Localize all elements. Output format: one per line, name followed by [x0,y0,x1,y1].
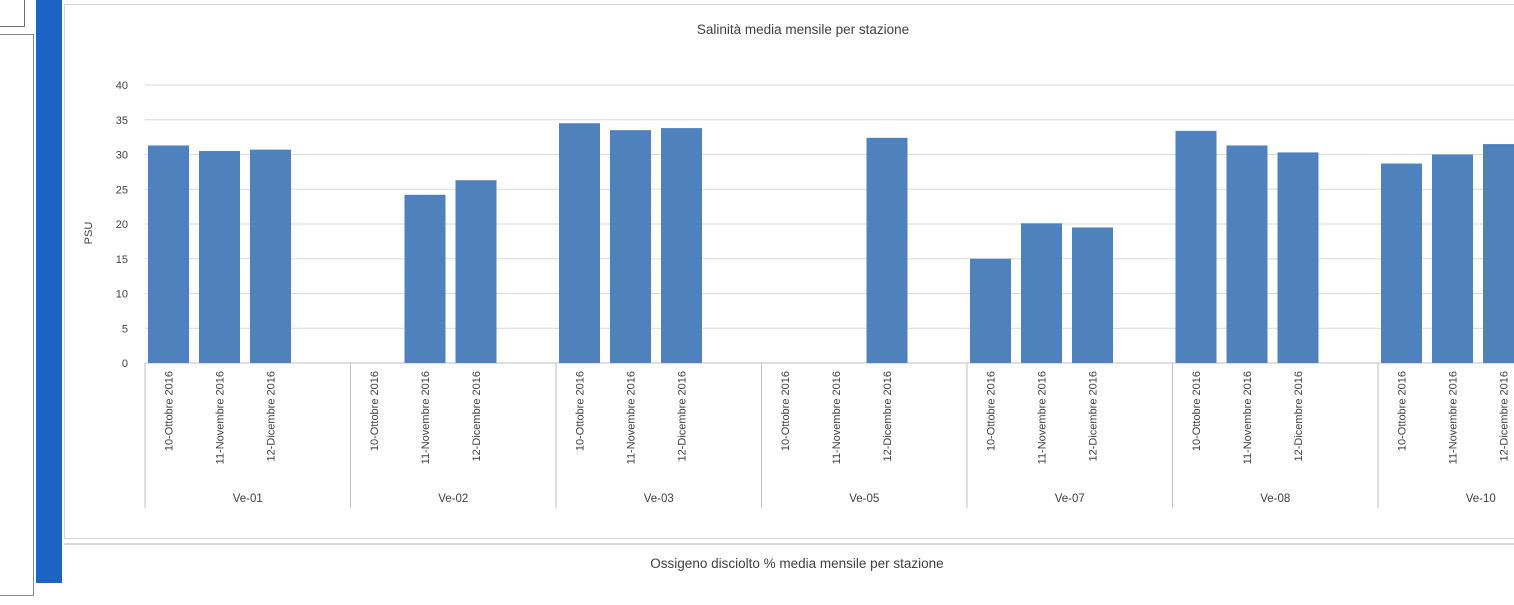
bar [1175,130,1217,363]
bar [559,123,600,363]
month-label: 11-Novembre 2016 [215,371,227,464]
station-label: Ve-08 [1260,493,1290,505]
y-tick-label: 20 [116,219,128,231]
month-label: 12-Dicembre 2016 [471,371,483,462]
chart-title: Ossigeno disciolto % media mensile per s… [650,556,943,571]
salinity-chart-frame: Salinità media mensile per stazione PSU … [64,4,1514,539]
bar [404,194,446,363]
panel-handle[interactable] [0,0,25,27]
month-label: 10-Ottobre 2016 [1191,371,1203,451]
station-label: Ve-01 [233,493,263,505]
month-label: 10-Ottobre 2016 [369,371,381,451]
month-label: 12-Dicembre 2016 [882,371,894,462]
bar [970,258,1011,363]
month-label: 11-Novembre 2016 [420,371,432,464]
left-panel [0,0,36,596]
bar [1021,223,1062,363]
month-label: 11-Novembre 2016 [831,371,843,464]
bar [1432,154,1473,363]
month-label: 11-Novembre 2016 [1037,371,1049,464]
y-tick-label: 15 [116,254,128,266]
y-axis-label: PSU [83,222,95,245]
month-label: 12-Dicembre 2016 [677,371,689,462]
station-label: Ve-05 [849,493,879,505]
y-tick-label: 35 [116,115,128,127]
month-label: 11-Novembre 2016 [626,371,638,464]
month-label: 12-Dicembre 2016 [1293,371,1305,462]
y-tick-label: 30 [116,150,128,162]
bar [866,137,908,363]
y-tick-label: 25 [116,184,128,196]
y-tick-label: 40 [116,80,128,92]
month-label: 10-Ottobre 2016 [575,371,587,451]
bar [1483,144,1514,363]
station-label: Ve-07 [1055,493,1085,505]
bar [1072,227,1113,363]
chart-title: Salinità media mensile per stazione [697,22,909,37]
y-tick-label: 5 [122,323,128,335]
month-label: 11-Novembre 2016 [1242,371,1254,464]
month-label: 12-Dicembre 2016 [1499,371,1511,462]
oxygen-bar-chart: Ossigeno disciolto % media mensile per s… [650,556,943,571]
side-pane [0,34,34,596]
bar [199,151,240,363]
y-tick-label: 10 [116,289,128,301]
grid-lines [145,84,1514,364]
station-label: Ve-03 [644,493,674,505]
station-label: Ve-10 [1466,493,1496,505]
month-label: 12-Dicembre 2016 [266,371,278,462]
oxygen-chart-frame: Ossigeno disciolto % media mensile per s… [64,543,1514,605]
month-label: 12-Dicembre 2016 [1088,371,1100,462]
bars [148,123,1514,363]
y-tick-label: 0 [122,358,128,370]
salinity-bar-chart: Salinità media mensile per stazione PSU … [83,22,1514,508]
station-groups: Ve-01 Ve-02 Ve-03 Ve-05 Ve-07 Ve-08 Ve-10 [144,363,1496,508]
month-label: 10-Ottobre 2016 [164,371,176,451]
x-tick-labels: 10-Ottobre 2016 11-Novembre 2016 12-Dicemb… [164,371,1511,464]
month-label: 10-Ottobre 2016 [1397,371,1409,451]
month-label: 11-Novembre 2016 [1448,371,1460,464]
page-sidebar-bar [36,0,62,583]
bar [1226,145,1268,363]
bar [661,128,702,363]
bar [148,145,189,363]
bar [610,130,651,363]
month-label: 10-Ottobre 2016 [780,371,792,451]
bar [1277,152,1319,363]
y-tick-labels: 0 5 10 15 20 25 30 35 40 [116,80,128,370]
bar [455,180,497,363]
station-label: Ve-02 [438,493,468,505]
bar [1381,163,1422,363]
month-label: 10-Ottobre 2016 [986,371,998,451]
bar [250,149,291,363]
